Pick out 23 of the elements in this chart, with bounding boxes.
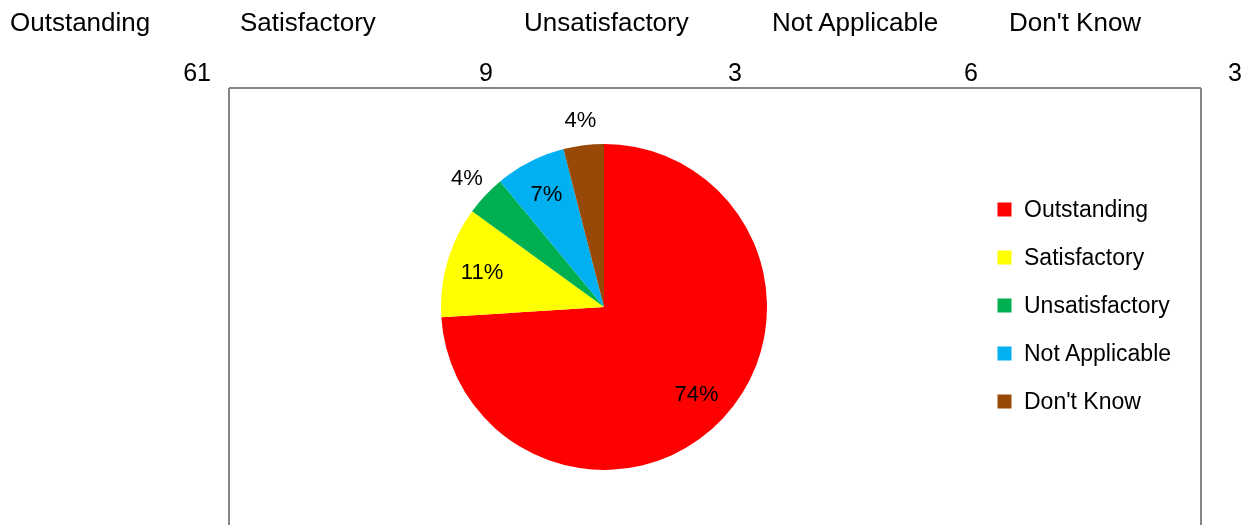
- text: 9: [479, 58, 493, 86]
- text: 6: [964, 58, 978, 86]
- text: 3: [728, 58, 742, 86]
- category-label: Unsatisfactory: [524, 7, 689, 37]
- text: 3: [1228, 58, 1242, 86]
- data-label: 4%: [564, 107, 597, 133]
- pie-slice: [441, 144, 767, 470]
- legend-label: Not Applicable: [1024, 339, 1172, 366]
- category-label: Don't Know: [1009, 7, 1142, 37]
- data-label: 7%: [530, 180, 563, 206]
- pie-slice: [563, 144, 604, 307]
- legend-label: Unsatisfactory: [1024, 291, 1171, 318]
- legend-label: Don't Know: [1024, 387, 1142, 414]
- text: 61: [183, 58, 211, 86]
- legend-label: Satisfactory: [1024, 243, 1145, 270]
- legend-label: Outstanding: [1024, 195, 1149, 222]
- pie-slice: [441, 211, 604, 318]
- data-label: 11%: [460, 258, 504, 284]
- category-label: Outstanding: [10, 7, 151, 37]
- category-label: Satisfactory: [240, 7, 376, 37]
- data-label: 74%: [674, 380, 719, 406]
- data-label: 4%: [451, 165, 483, 191]
- category-label: Not Applicable: [772, 7, 939, 37]
